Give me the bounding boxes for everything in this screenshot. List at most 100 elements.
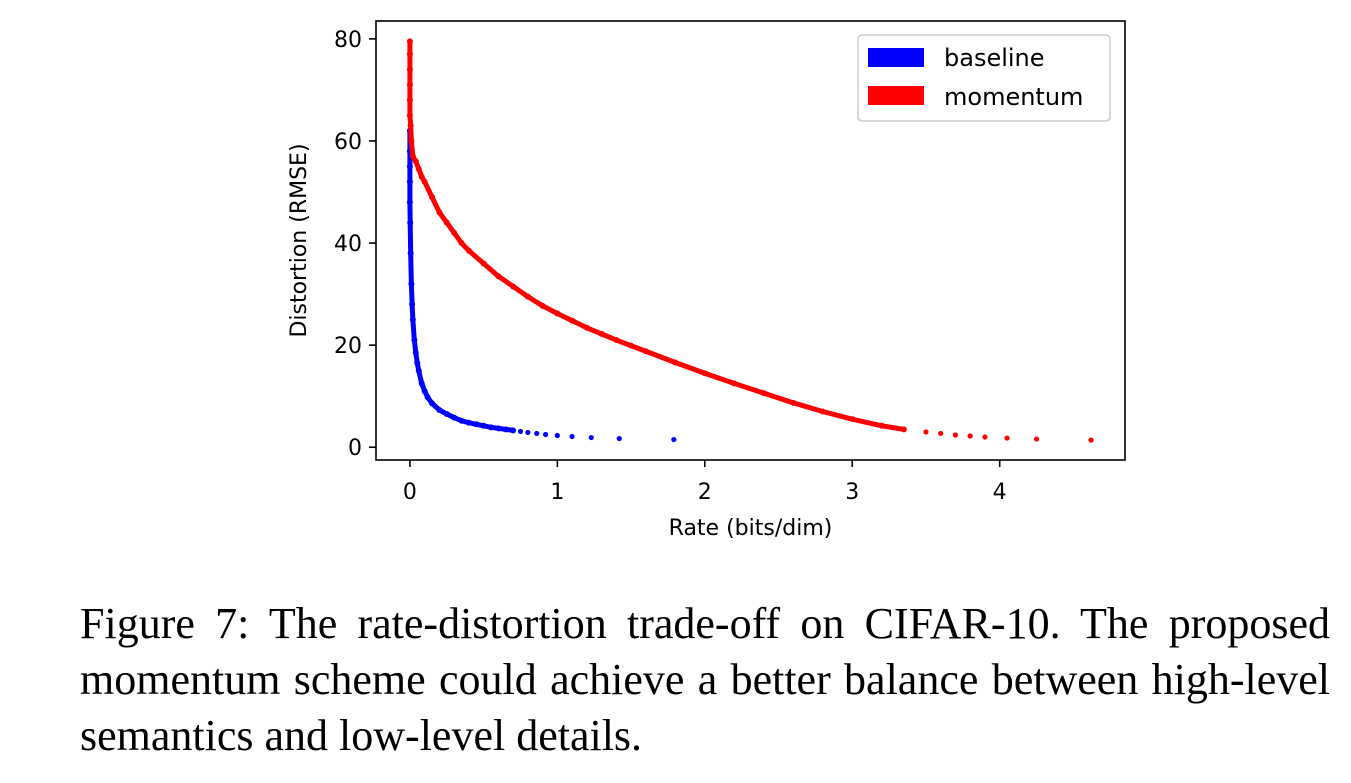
legend-swatch-momentum (868, 86, 924, 105)
data-point-baseline (473, 421, 480, 428)
data-point-momentum (731, 380, 738, 387)
data-point-momentum (510, 283, 517, 290)
y-axis-label: Distortion (RMSE) (287, 143, 312, 337)
data-point-baseline (407, 219, 414, 226)
data-point-momentum (480, 260, 487, 267)
data-point-baseline (443, 411, 450, 418)
data-point-momentum (790, 399, 797, 406)
data-point-baseline (424, 394, 431, 401)
x-tick-label: 2 (698, 480, 712, 505)
data-point-baseline (406, 163, 413, 170)
data-point-momentum (701, 370, 708, 377)
data-point-baseline (414, 360, 421, 367)
data-point-momentum (819, 408, 826, 415)
data-point-momentum (569, 317, 576, 324)
data-point-baseline (502, 426, 509, 433)
series-momentum (406, 38, 1094, 443)
data-point-baseline (418, 380, 425, 387)
data-point-momentum (406, 112, 413, 119)
data-point-baseline (408, 280, 415, 287)
data-point-baseline (415, 367, 422, 374)
x-axis-label: Rate (bits/dim) (669, 516, 833, 541)
x-tick-label: 0 (403, 480, 417, 505)
data-point-momentum (409, 153, 416, 160)
data-point-momentum (967, 433, 973, 439)
data-point-baseline (411, 337, 418, 344)
data-point-momentum (408, 137, 415, 144)
legend-swatch-baseline (868, 48, 924, 67)
data-point-baseline (406, 178, 413, 185)
data-point-baseline (480, 422, 487, 429)
data-point-momentum (458, 240, 465, 247)
data-point-baseline (409, 301, 416, 308)
data-point-momentum (1088, 437, 1094, 443)
data-point-momentum (878, 422, 885, 429)
x-axis: 0 1 2 3 4 (403, 460, 1007, 505)
x-tick-label: 4 (993, 480, 1007, 505)
data-point-baseline (412, 349, 419, 356)
data-point-momentum (613, 337, 620, 344)
data-point-momentum (760, 390, 767, 397)
data-point-baseline (588, 434, 594, 441)
data-point-baseline (517, 428, 524, 435)
data-point-baseline (406, 199, 413, 206)
series-baseline (406, 127, 677, 443)
y-tick-label: 60 (334, 130, 362, 155)
y-tick-label: 80 (334, 28, 362, 53)
data-point-momentum (642, 348, 649, 355)
data-point-momentum (406, 97, 413, 104)
data-point-baseline (458, 417, 465, 424)
data-point-momentum (554, 310, 561, 317)
data-point-momentum (982, 434, 988, 440)
series-trace-momentum (407, 38, 907, 432)
data-point-baseline (554, 432, 560, 439)
data-point-baseline (542, 431, 549, 438)
rate-distortion-figure: 0 1 2 3 4 0 20 40 60 80 Rate (bits/dim) Distorti… (287, 20, 1126, 541)
data-point-momentum (1033, 436, 1040, 442)
legend: baseline momentum (857, 34, 1111, 122)
data-point-baseline (616, 435, 622, 442)
data-point-momentum (900, 426, 907, 433)
y-tick-label: 40 (334, 232, 362, 257)
y-tick-label: 20 (334, 334, 362, 359)
data-point-momentum (598, 330, 605, 337)
series-trace-baseline (407, 128, 516, 433)
legend-label-momentum: momentum (944, 83, 1083, 111)
data-point-baseline (671, 436, 677, 443)
data-point-baseline (510, 427, 517, 434)
data-point-momentum (539, 302, 546, 309)
legend-label-baseline: baseline (944, 44, 1045, 72)
data-point-momentum (495, 273, 502, 280)
data-point-baseline (465, 419, 472, 426)
y-axis: 0 20 40 60 80 (334, 28, 376, 461)
data-point-baseline (409, 316, 416, 323)
data-point-momentum (938, 430, 944, 437)
data-point-momentum (443, 219, 450, 226)
data-point-momentum (406, 66, 413, 73)
data-point-baseline (488, 424, 495, 431)
x-tick-label: 1 (550, 480, 564, 505)
data-point-momentum (436, 209, 443, 216)
data-point-momentum (628, 342, 635, 349)
data-point-baseline (451, 414, 458, 421)
data-point-momentum (406, 51, 413, 58)
data-point-baseline (534, 430, 540, 437)
data-point-momentum (923, 429, 929, 435)
data-point-momentum (418, 173, 425, 180)
data-point-momentum (465, 247, 472, 254)
data-point-momentum (412, 158, 419, 165)
y-tick-label: 0 (348, 436, 362, 461)
data-point-momentum (421, 178, 428, 185)
data-point-baseline (436, 406, 443, 413)
data-point-momentum (429, 194, 436, 201)
series-layer (406, 38, 1094, 443)
figure-caption: Figure 7: The rate-distortion trade-off … (80, 599, 1330, 760)
data-point-baseline (421, 388, 428, 395)
data-point-momentum (407, 122, 414, 129)
data-point-momentum (583, 324, 590, 331)
data-point-baseline (525, 429, 531, 436)
data-point-momentum (406, 38, 413, 45)
data-point-baseline (407, 250, 414, 257)
data-point-momentum (406, 81, 413, 88)
data-point-momentum (952, 432, 959, 438)
